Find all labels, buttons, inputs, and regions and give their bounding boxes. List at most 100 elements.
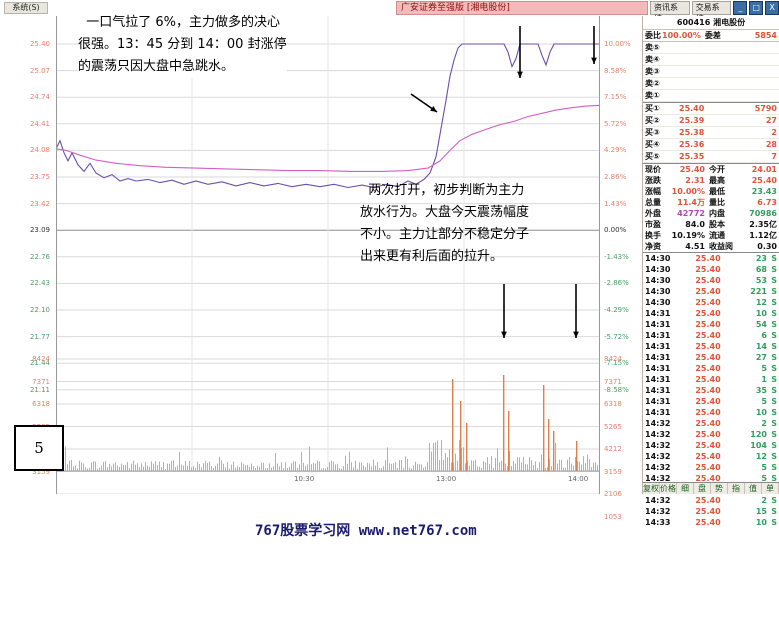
tick-row[interactable]: 14:30 25.40 23 S	[643, 253, 779, 264]
quote-panel[interactable]: 600416 湘电股份 委比 100.00% 委差 5854 卖⑤ 卖④ 卖③ 卖② 卖…	[642, 16, 779, 527]
intraday-chart[interactable]: 25.40 25.07 24.74 24.41 24.08 23.75 23.42 23.09…	[0, 16, 642, 521]
toolbar-button-3[interactable]: 盘	[694, 483, 711, 494]
left-price-tick-12: 21.44	[29, 359, 50, 368]
tick-row[interactable]: 14:31 25.40 27 S	[643, 352, 779, 363]
bid-row-4: 买⑤ 25.35 7	[643, 151, 779, 163]
tick-row[interactable]: 14:31 25.40 6 S	[643, 330, 779, 341]
tick-price-16: 25.40	[695, 430, 721, 439]
chart-canvas	[56, 16, 600, 494]
stock-code: 600416	[676, 18, 711, 27]
stat-value-b-4: 70986	[749, 209, 777, 218]
tick-volume-19: 5	[761, 463, 767, 472]
tick-row[interactable]: 14:32 25.40 15 S	[643, 506, 779, 517]
right-pct-tick-12: -7.15%	[604, 359, 629, 368]
bid-price-0: 25.40	[679, 104, 705, 113]
stat-row-3: 总量 11.4万 量比 6.73	[643, 197, 779, 208]
tick-volume-22: 2	[761, 496, 767, 505]
toolbar-button-4[interactable]: 势	[711, 483, 728, 494]
tick-row[interactable]: 14:31 25.40 10 S	[643, 407, 779, 418]
tick-price-7: 25.40	[695, 331, 721, 340]
tick-row[interactable]: 14:32 25.40 5 S	[643, 462, 779, 473]
tick-row[interactable]: 14:30 25.40 221 S	[643, 286, 779, 297]
tick-price-12: 25.40	[695, 386, 721, 395]
left-volume-tick-1: 7371	[32, 377, 50, 386]
toolbar-button-1[interactable]: 价格	[660, 483, 677, 494]
tick-time-8: 14:31	[645, 342, 671, 351]
tick-row[interactable]: 14:31 25.40 35 S	[643, 385, 779, 396]
tick-time-7: 14:31	[645, 331, 671, 340]
tick-price-13: 25.40	[695, 397, 721, 406]
tick-direction-2: S	[771, 276, 777, 285]
tick-time-19: 14:32	[645, 463, 671, 472]
tick-row[interactable]: 14:30 25.40 12 S	[643, 297, 779, 308]
tick-volume-7: 6	[761, 331, 767, 340]
info-system-button[interactable]: 资讯系统	[650, 0, 690, 23]
annotation-top: 一口气拉了 6%，主力做多的决心 很强。13：45 分到 14：00 封涨停 的…	[78, 12, 287, 78]
quote-panel-toolbar[interactable]: 复权 价格细盘势指值单	[643, 482, 779, 494]
tick-row[interactable]: 14:32 25.40 5 S	[643, 473, 779, 484]
tick-row[interactable]: 14:31 25.40 1 S	[643, 374, 779, 385]
tick-volume-5: 10	[755, 309, 767, 318]
tick-row[interactable]: 14:31 25.40 5 S	[643, 396, 779, 407]
ask-label-3: 卖②	[645, 79, 660, 88]
tick-row[interactable]: 14:32 25.40 120 S	[643, 429, 779, 440]
tick-time-10: 14:31	[645, 364, 671, 373]
tick-row[interactable]: 14:30 25.40 53 S	[643, 275, 779, 286]
tick-time-22: 14:32	[645, 496, 671, 505]
tick-volume-9: 27	[755, 353, 767, 362]
tick-row[interactable]: 14:31 25.40 10 S	[643, 308, 779, 319]
tick-direction-10: S	[771, 364, 777, 373]
toolbar-button-2[interactable]: 细	[677, 483, 694, 494]
left-price-tick-11: 21.77	[29, 332, 50, 341]
toolbar-button-7[interactable]: 单	[762, 483, 779, 494]
tick-time-9: 14:31	[645, 353, 671, 362]
right-pct-tick-4: 4.29%	[604, 146, 627, 155]
close-button[interactable]: X	[765, 0, 779, 15]
tick-row[interactable]: 14:31 25.40 54 S	[643, 319, 779, 330]
tick-row[interactable]: 14:30 25.40 68 S	[643, 264, 779, 275]
tick-time-11: 14:31	[645, 375, 671, 384]
tick-row[interactable]: 14:32 25.40 12 S	[643, 451, 779, 462]
tick-price-8: 25.40	[695, 342, 721, 351]
toolbar-button-6[interactable]: 值	[745, 483, 762, 494]
left-price-tick-8: 22.76	[29, 252, 50, 261]
tick-row[interactable]: 14:33 25.40 10 S	[643, 517, 779, 528]
tick-time-4: 14:30	[645, 298, 671, 307]
ask-label-0: 卖⑤	[645, 43, 660, 52]
toolbar-button-0[interactable]: 复权	[643, 483, 660, 494]
tick-row[interactable]: 14:31 25.40 5 S	[643, 363, 779, 374]
ask-row-4: 卖①	[643, 90, 779, 102]
stat-value-b-7: 0.30	[757, 242, 777, 251]
stat-value-a-6: 10.19%	[671, 231, 705, 240]
left-volume-tick-2: 6318	[32, 400, 50, 408]
right-volume-tick-4: 4212	[604, 445, 622, 453]
tick-row[interactable]: 14:32 25.40 104 S	[643, 440, 779, 451]
stat-row-6: 换手 10.19% 流通 1.12亿	[643, 230, 779, 241]
left-price-tick-4: 24.08	[29, 146, 50, 155]
maximize-button[interactable]: □	[749, 0, 764, 15]
left-price-tick-0: 25.40	[29, 40, 50, 48]
stat-row-4: 外盘 42772 内盘 70986	[643, 208, 779, 219]
right-pct-tick-5: 2.86%	[604, 173, 627, 181]
chart-plot-area[interactable]	[56, 16, 600, 494]
stat-label-a-7: 净资	[645, 242, 661, 251]
stock-name: 湘电股份	[713, 18, 746, 27]
tick-row[interactable]: 14:31 25.40 14 S	[643, 341, 779, 352]
stat-label-a-2: 涨幅	[645, 187, 661, 196]
stat-row-7: 净资 4.51 收益阅 0.30	[643, 241, 779, 252]
toolbar-button-5[interactable]: 指	[728, 483, 745, 494]
tick-time-20: 14:32	[645, 474, 671, 483]
stat-value-a-0: 25.40	[679, 165, 705, 174]
tick-volume-15: 2	[761, 419, 767, 428]
minimize-button[interactable]: _	[733, 0, 748, 15]
tick-price-1: 25.40	[695, 265, 721, 274]
tick-direction-22: S	[771, 496, 777, 505]
trade-system-button[interactable]: 交易系统	[691, 0, 732, 23]
system-menu-button[interactable]: 系统(S)	[4, 2, 48, 14]
annotation-top-text: 一口气拉了 6%，主力做多的决心 很强。13：45 分到 14：00 封涨停 的…	[78, 15, 287, 74]
stat-label-a-0: 现价	[645, 165, 661, 174]
tick-price-18: 25.40	[695, 452, 721, 461]
